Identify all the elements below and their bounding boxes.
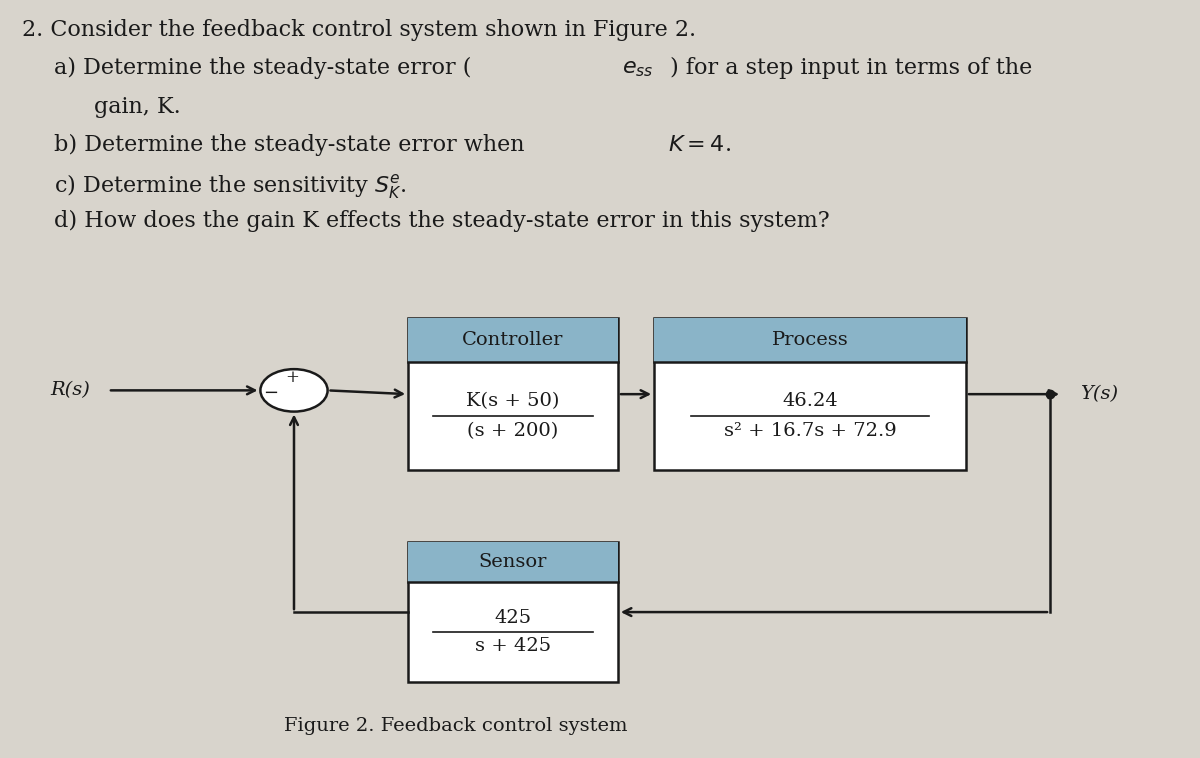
Text: Sensor: Sensor [479, 553, 547, 571]
Text: ) for a step input in terms of the: ) for a step input in terms of the [670, 57, 1032, 79]
Text: +: + [286, 369, 299, 386]
Bar [654, 318, 966, 362]
Text: 425: 425 [494, 609, 532, 627]
Text: gain, K.: gain, K. [94, 96, 180, 118]
Text: Figure 2. Feedback control system: Figure 2. Feedback control system [284, 717, 628, 735]
Text: Process: Process [772, 331, 848, 349]
Text: $K = 4$.: $K = 4$. [667, 134, 731, 156]
Text: c) Determine the sensitivity $S_K^e$.: c) Determine the sensitivity $S_K^e$. [54, 172, 407, 200]
Bar [408, 542, 618, 682]
Text: s + 425: s + 425 [475, 637, 551, 655]
Text: d) How does the gain K effects the steady-state error in this system?: d) How does the gain K effects the stead… [54, 210, 829, 232]
Text: (s + 200): (s + 200) [467, 422, 559, 440]
Text: a) Determine the steady-state error (: a) Determine the steady-state error ( [54, 57, 472, 79]
Bar [408, 318, 618, 362]
Text: s² + 16.7s + 72.9: s² + 16.7s + 72.9 [724, 422, 896, 440]
Text: Controller: Controller [462, 331, 564, 349]
Bar [654, 318, 966, 470]
Text: $e_{ss}$: $e_{ss}$ [622, 57, 654, 79]
Text: K(s + 50): K(s + 50) [467, 392, 559, 409]
Text: Y(s): Y(s) [1080, 385, 1118, 403]
Text: R(s): R(s) [50, 381, 90, 399]
Text: −: − [263, 384, 278, 402]
Text: b) Determine the steady-state error when: b) Determine the steady-state error when [54, 134, 532, 156]
Bar [408, 318, 618, 470]
Text: 46.24: 46.24 [782, 392, 838, 409]
Circle shape [260, 369, 328, 412]
Bar [408, 542, 618, 582]
Text: 2. Consider the feedback control system shown in Figure 2.: 2. Consider the feedback control system … [22, 19, 696, 41]
